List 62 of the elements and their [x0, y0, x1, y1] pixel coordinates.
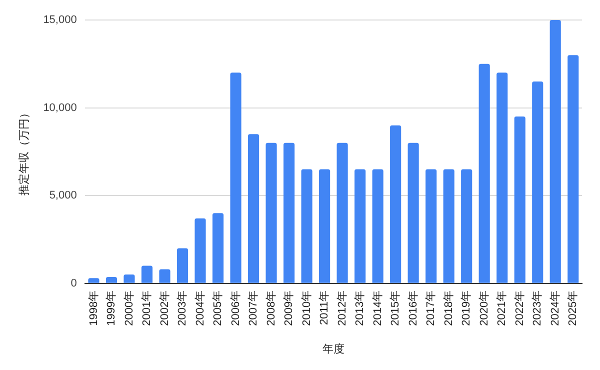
x-tick-label: 2018年 — [442, 290, 455, 326]
bar — [88, 278, 100, 283]
bar — [408, 142, 419, 283]
bar — [568, 55, 579, 283]
bar — [550, 20, 561, 283]
bar — [283, 142, 295, 283]
x-tick-label: 1999年 — [106, 290, 118, 326]
bar — [301, 169, 312, 283]
bar — [248, 134, 260, 283]
x-tick-label: 2010年 — [300, 290, 313, 326]
x-tick-label: 2022年 — [514, 290, 526, 326]
x-tick-label: 2007年 — [248, 290, 260, 326]
x-tick-label: 2014年 — [372, 290, 384, 326]
bar — [372, 169, 384, 283]
bar — [426, 169, 437, 283]
bar — [266, 142, 277, 283]
y-tick-label: 5,000 — [49, 190, 77, 202]
bar — [212, 213, 224, 283]
x-tick-label: 2016年 — [407, 290, 420, 326]
bar — [106, 277, 118, 283]
y-axis-title: 推定年収（万円） — [18, 108, 31, 196]
x-tick-label: 2019年 — [460, 290, 473, 326]
bar — [176, 248, 188, 283]
y-tick-label: 10,000 — [43, 102, 77, 114]
x-tick-label: 1998年 — [88, 290, 100, 326]
x-tick-label: 2012年 — [336, 290, 348, 326]
bar — [336, 142, 348, 283]
bar — [443, 169, 454, 283]
bar — [390, 125, 402, 283]
x-tick-label: 2008年 — [265, 290, 278, 326]
bar — [230, 72, 242, 283]
x-tick-label: 2011年 — [318, 290, 331, 325]
bar — [514, 116, 526, 283]
x-tick-label: 2009年 — [283, 290, 296, 326]
x-tick-label: 2021年 — [496, 290, 508, 326]
x-tick-label: 2006年 — [230, 290, 242, 326]
x-tick-label: 2015年 — [390, 290, 402, 326]
x-tick-label: 2004年 — [194, 290, 206, 326]
bar — [141, 266, 153, 283]
y-tick-label: 0 — [70, 277, 77, 290]
x-axis-title: 年度 — [322, 342, 344, 356]
y-tick-label: 15,000 — [43, 14, 77, 26]
bar — [124, 274, 135, 283]
x-tick-label: 2023年 — [532, 290, 544, 326]
x-tick-label: 2001年 — [141, 290, 154, 326]
x-tick-label: 2017年 — [425, 290, 438, 326]
x-tick-label: 2003年 — [176, 290, 189, 326]
x-tick-label: 2000年 — [123, 290, 136, 326]
x-tick-label: 2025年 — [567, 290, 580, 326]
bar — [532, 81, 544, 283]
bar — [354, 169, 366, 283]
bar — [319, 169, 330, 283]
x-tick-label: 2020年 — [478, 290, 490, 326]
x-tick-label: 2002年 — [158, 290, 171, 326]
x-tick-label: 2024年 — [549, 290, 562, 326]
bar — [461, 169, 472, 283]
bar — [159, 269, 170, 283]
bar — [194, 218, 206, 283]
bar — [496, 72, 508, 283]
x-tick-label: 2013年 — [354, 290, 366, 326]
bar — [478, 64, 490, 283]
x-tick-label: 2005年 — [212, 290, 224, 326]
